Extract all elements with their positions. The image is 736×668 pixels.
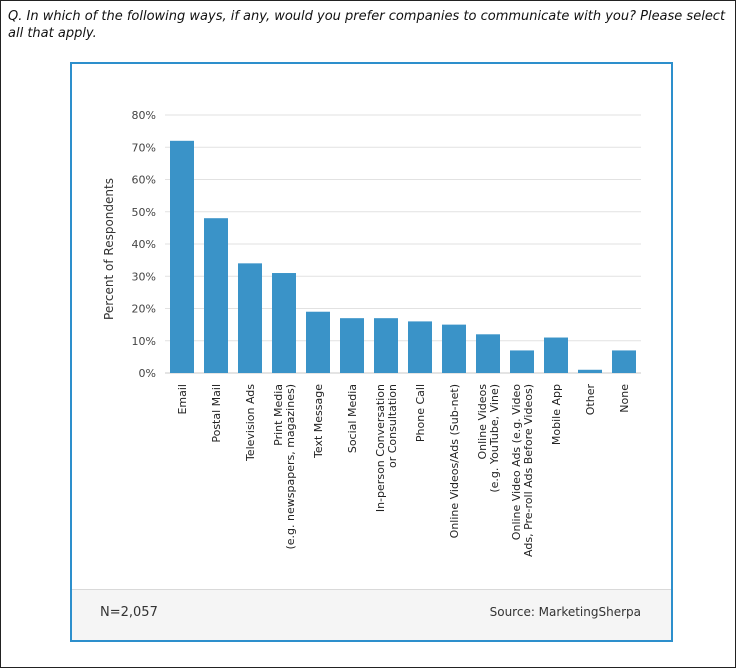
y-tick-label: 40% xyxy=(132,238,156,251)
source-credit: Source: MarketingSherpa xyxy=(489,605,641,619)
bar xyxy=(510,350,534,373)
x-tick-label: Phone Call xyxy=(414,384,427,442)
y-tick-label: 50% xyxy=(132,206,156,219)
x-tick-label: Online Video Ads (e.g. VideoAds, Pre-rol… xyxy=(510,384,535,557)
y-tick-labels: 0% 10% 20% 30% 40% 50% 60% 70% 80% xyxy=(132,109,156,380)
x-tick-label: Online Videos(e.g. YouTube, Vine) xyxy=(476,384,501,493)
question-text: Q. In which of the following ways, if an… xyxy=(8,9,726,41)
y-tick-label: 20% xyxy=(132,303,156,316)
y-tick-label: 70% xyxy=(132,141,156,154)
x-tick-label-line: Online Videos xyxy=(476,384,489,460)
sample-size: N=2,057 xyxy=(100,605,158,620)
bar xyxy=(340,318,364,373)
x-tick-label: Television Ads xyxy=(244,384,257,462)
x-tick-label-line: Mobile App xyxy=(550,384,563,445)
x-tick-label-line: or Consultation xyxy=(386,384,399,468)
grid-layer xyxy=(165,114,641,374)
x-tick-label-line: Phone Call xyxy=(414,384,427,442)
x-tick-label-line: Text Message xyxy=(312,384,325,459)
x-tick-label: Other xyxy=(584,384,597,416)
bar xyxy=(374,318,398,373)
bar xyxy=(578,369,602,373)
y-tick-label: 60% xyxy=(132,174,156,187)
x-tick-label-line: (e.g. newspapers, magazines) xyxy=(284,384,297,550)
x-tick-label-line: In-person Conversation xyxy=(374,384,387,512)
x-tick-label: Print Media(e.g. newspapers, magazines) xyxy=(272,384,297,550)
x-tick-label-line: Online Video Ads (e.g. Video xyxy=(510,384,523,540)
x-tick-label-line: (e.g. YouTube, Vine) xyxy=(488,384,501,493)
bar xyxy=(408,321,432,373)
bar xyxy=(442,324,466,373)
chart-card: 0% 10% 20% 30% 40% 50% 60% 70% 80% Email Postal M… xyxy=(70,62,673,642)
bar xyxy=(238,263,262,373)
bar-layer xyxy=(170,140,636,373)
bar xyxy=(170,140,194,373)
x-tick-label-line: Postal Mail xyxy=(210,384,223,443)
y-axis-label: Percent of Respondents xyxy=(102,178,116,320)
bar xyxy=(476,334,500,373)
chart-footer: N=2,057 Source: MarketingSherpa xyxy=(72,589,671,640)
x-tick-label: Online Videos/Ads (Sub-net) xyxy=(448,384,461,538)
x-tick-label-line: Television Ads xyxy=(244,384,257,462)
y-tick-label: 80% xyxy=(132,109,156,122)
x-tick-label-line: Online Videos/Ads (Sub-net) xyxy=(448,384,461,538)
y-tick-label: 10% xyxy=(132,335,156,348)
bar xyxy=(544,337,568,373)
x-tick-label: None xyxy=(618,384,631,413)
bar xyxy=(306,311,330,373)
x-tick-label-line: Print Media xyxy=(272,384,285,446)
x-tick-label-line: None xyxy=(618,384,631,413)
x-tick-label-line: Social Media xyxy=(346,384,359,453)
bar xyxy=(204,218,228,373)
x-tick-label: Social Media xyxy=(346,384,359,453)
x-tick-label-line: Ads, Pre-roll Ads Before Videos) xyxy=(522,384,535,557)
x-tick-label-line: Email xyxy=(176,384,189,415)
x-tick-label: Text Message xyxy=(312,384,325,459)
bar xyxy=(612,350,636,373)
x-tick-label: Postal Mail xyxy=(210,384,223,443)
y-tick-label: 30% xyxy=(132,270,156,283)
x-tick-label: Mobile App xyxy=(550,384,563,445)
x-tick-label-line: Other xyxy=(584,384,597,416)
y-tick-label: 0% xyxy=(139,367,156,380)
x-tick-labels: Email Postal Mail Television Ads Print Medi… xyxy=(176,384,631,557)
x-tick-label: In-person Conversationor Consultation xyxy=(374,384,399,512)
bar-chart: 0% 10% 20% 30% 40% 50% 60% 70% 80% Email Postal M… xyxy=(102,109,641,557)
x-tick-label: Email xyxy=(176,384,189,415)
bar xyxy=(272,273,296,373)
